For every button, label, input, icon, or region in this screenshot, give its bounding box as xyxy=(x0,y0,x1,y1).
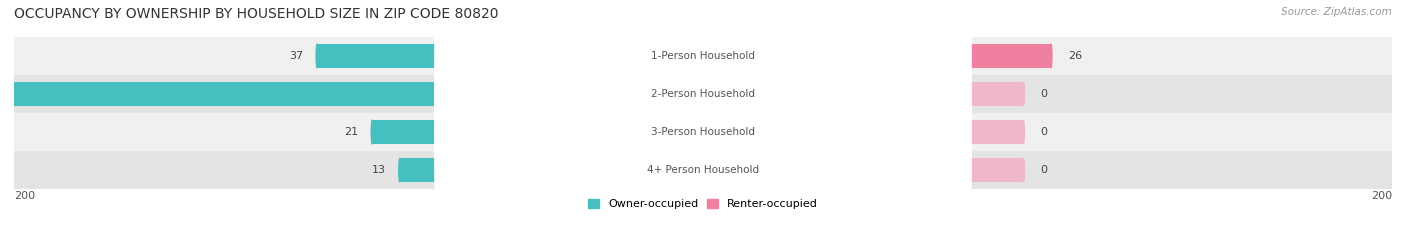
Circle shape xyxy=(1050,44,1052,68)
Bar xyxy=(14,151,1392,189)
Bar xyxy=(318,44,444,68)
Bar xyxy=(962,82,1024,106)
Bar xyxy=(962,44,1050,68)
Bar xyxy=(14,37,1392,75)
Text: 37: 37 xyxy=(290,51,304,61)
Text: 3-Person Household: 3-Person Household xyxy=(651,127,755,137)
FancyBboxPatch shape xyxy=(434,4,972,233)
Circle shape xyxy=(1022,158,1025,182)
Bar xyxy=(0,82,444,106)
Bar xyxy=(14,113,1392,151)
Text: 4+ Person Household: 4+ Person Household xyxy=(647,165,759,175)
Circle shape xyxy=(399,158,401,182)
FancyBboxPatch shape xyxy=(434,42,972,233)
Text: OCCUPANCY BY OWNERSHIP BY HOUSEHOLD SIZE IN ZIP CODE 80820: OCCUPANCY BY OWNERSHIP BY HOUSEHOLD SIZE… xyxy=(14,7,499,21)
Text: 21: 21 xyxy=(344,127,359,137)
Text: 200: 200 xyxy=(14,191,35,201)
Circle shape xyxy=(371,120,374,144)
Bar xyxy=(14,75,1392,113)
Text: 1-Person Household: 1-Person Household xyxy=(651,51,755,61)
Text: 2-Person Household: 2-Person Household xyxy=(651,89,755,99)
Circle shape xyxy=(1022,120,1025,144)
Text: 26: 26 xyxy=(1069,51,1083,61)
Legend: Owner-occupied, Renter-occupied: Owner-occupied, Renter-occupied xyxy=(583,194,823,214)
FancyBboxPatch shape xyxy=(434,0,972,184)
Bar xyxy=(399,158,444,182)
Text: 0: 0 xyxy=(1040,127,1047,137)
Bar xyxy=(962,120,1024,144)
FancyBboxPatch shape xyxy=(434,0,972,222)
Text: 0: 0 xyxy=(1040,89,1047,99)
Text: 13: 13 xyxy=(373,165,387,175)
Bar xyxy=(962,158,1024,182)
Text: 200: 200 xyxy=(1371,191,1392,201)
Text: Source: ZipAtlas.com: Source: ZipAtlas.com xyxy=(1281,7,1392,17)
Bar xyxy=(373,120,444,144)
Text: 0: 0 xyxy=(1040,165,1047,175)
Circle shape xyxy=(316,44,318,68)
Circle shape xyxy=(1022,82,1025,106)
